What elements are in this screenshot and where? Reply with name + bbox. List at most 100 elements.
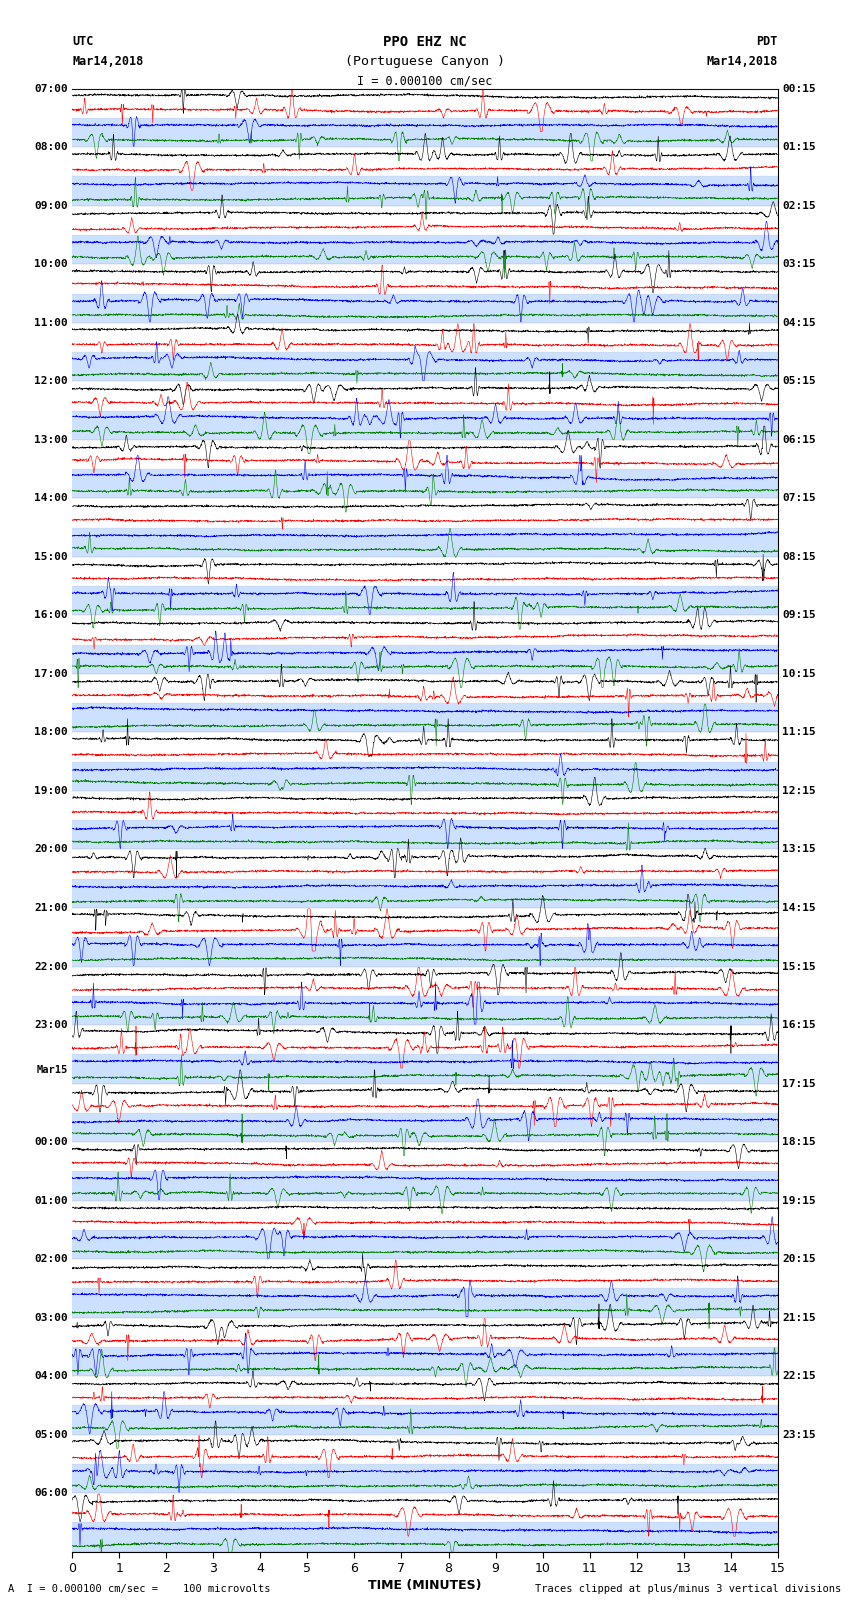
Bar [72, 1113, 778, 1142]
Text: (Portuguese Canyon ): (Portuguese Canyon ) [345, 55, 505, 68]
Bar [72, 147, 778, 176]
Text: 05:00: 05:00 [34, 1429, 68, 1440]
Text: 16:00: 16:00 [34, 610, 68, 621]
Text: 03:00: 03:00 [34, 1313, 68, 1323]
Bar [72, 381, 778, 411]
Bar [72, 966, 778, 995]
Text: 00:15: 00:15 [782, 84, 816, 94]
Bar [72, 1229, 778, 1260]
Bar [72, 821, 778, 850]
Text: 16:15: 16:15 [782, 1019, 816, 1031]
Bar [72, 1200, 778, 1229]
Text: Traces clipped at plus/minus 3 vertical divisions: Traces clipped at plus/minus 3 vertical … [536, 1584, 842, 1594]
Text: PDT: PDT [756, 35, 778, 48]
Bar [72, 616, 778, 645]
Text: 17:15: 17:15 [782, 1079, 816, 1089]
Text: 12:00: 12:00 [34, 376, 68, 386]
Bar [72, 645, 778, 674]
Text: 01:15: 01:15 [782, 142, 816, 152]
Text: A  I = 0.000100 cm/sec =    100 microvolts: A I = 0.000100 cm/sec = 100 microvolts [8, 1584, 271, 1594]
Text: 00:00: 00:00 [34, 1137, 68, 1147]
Bar [72, 1142, 778, 1171]
Text: 11:15: 11:15 [782, 727, 816, 737]
Text: 23:00: 23:00 [34, 1019, 68, 1031]
Bar [72, 411, 778, 440]
Text: PPO EHZ NC: PPO EHZ NC [383, 35, 467, 50]
Text: 11:00: 11:00 [34, 318, 68, 327]
Bar [72, 790, 778, 821]
Bar [72, 352, 778, 381]
Text: Mar15: Mar15 [37, 1066, 68, 1076]
Text: 05:15: 05:15 [782, 376, 816, 386]
Text: 20:00: 20:00 [34, 845, 68, 855]
Text: 14:00: 14:00 [34, 494, 68, 503]
Bar [72, 1171, 778, 1200]
Text: 17:00: 17:00 [34, 669, 68, 679]
Bar [72, 440, 778, 469]
Text: Mar14,2018: Mar14,2018 [72, 55, 144, 68]
Bar [72, 1465, 778, 1494]
Text: 13:15: 13:15 [782, 845, 816, 855]
Text: 01:00: 01:00 [34, 1195, 68, 1205]
Text: 12:15: 12:15 [782, 786, 816, 795]
Bar [72, 1494, 778, 1523]
Text: 18:15: 18:15 [782, 1137, 816, 1147]
Text: UTC: UTC [72, 35, 94, 48]
Text: 21:15: 21:15 [782, 1313, 816, 1323]
X-axis label: TIME (MINUTES): TIME (MINUTES) [368, 1579, 482, 1592]
Bar [72, 995, 778, 1024]
Text: 02:00: 02:00 [34, 1255, 68, 1265]
Bar [72, 118, 778, 147]
Bar [72, 1084, 778, 1113]
Bar [72, 265, 778, 294]
Bar [72, 1318, 778, 1347]
Text: 09:15: 09:15 [782, 610, 816, 621]
Bar [72, 1434, 778, 1465]
Bar [72, 556, 778, 586]
Bar [72, 879, 778, 908]
Bar [72, 586, 778, 616]
Text: 18:00: 18:00 [34, 727, 68, 737]
Bar [72, 294, 778, 323]
Bar [72, 527, 778, 556]
Text: 10:15: 10:15 [782, 669, 816, 679]
Text: 22:00: 22:00 [34, 961, 68, 971]
Text: 04:00: 04:00 [34, 1371, 68, 1381]
Bar [72, 498, 778, 527]
Bar [72, 1347, 778, 1376]
Text: 23:15: 23:15 [782, 1429, 816, 1440]
Text: 13:00: 13:00 [34, 436, 68, 445]
Bar [72, 469, 778, 498]
Bar [72, 732, 778, 761]
Bar [72, 1024, 778, 1055]
Bar [72, 176, 778, 206]
Text: 08:00: 08:00 [34, 142, 68, 152]
Bar [72, 1523, 778, 1552]
Text: 08:15: 08:15 [782, 552, 816, 561]
Bar [72, 206, 778, 235]
Text: Mar14,2018: Mar14,2018 [706, 55, 778, 68]
Bar [72, 89, 778, 118]
Text: 14:15: 14:15 [782, 903, 816, 913]
Text: 22:15: 22:15 [782, 1371, 816, 1381]
Text: 02:15: 02:15 [782, 200, 816, 211]
Text: 04:15: 04:15 [782, 318, 816, 327]
Text: 07:00: 07:00 [34, 84, 68, 94]
Bar [72, 908, 778, 937]
Text: 20:15: 20:15 [782, 1255, 816, 1265]
Text: 15:15: 15:15 [782, 961, 816, 971]
Bar [72, 674, 778, 703]
Text: 06:00: 06:00 [34, 1489, 68, 1498]
Text: 19:00: 19:00 [34, 786, 68, 795]
Text: 06:15: 06:15 [782, 436, 816, 445]
Bar [72, 235, 778, 265]
Text: 09:00: 09:00 [34, 200, 68, 211]
Text: 15:00: 15:00 [34, 552, 68, 561]
Text: 07:15: 07:15 [782, 494, 816, 503]
Bar [72, 323, 778, 352]
Bar [72, 1405, 778, 1434]
Bar [72, 850, 778, 879]
Text: 10:00: 10:00 [34, 260, 68, 269]
Bar [72, 937, 778, 966]
Text: 19:15: 19:15 [782, 1195, 816, 1205]
